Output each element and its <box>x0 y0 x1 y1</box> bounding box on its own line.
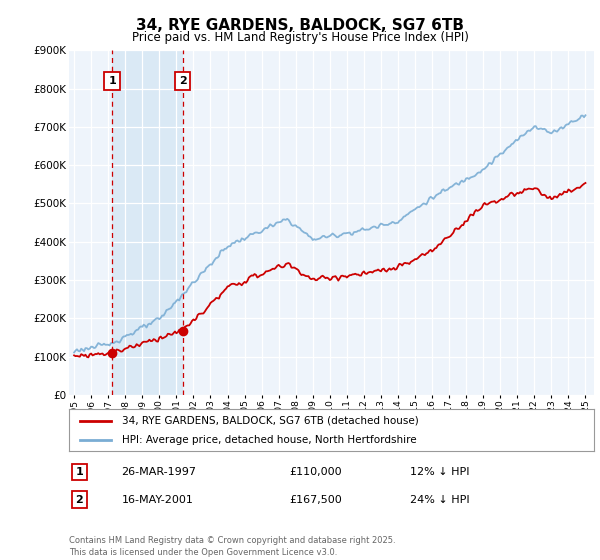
Text: Price paid vs. HM Land Registry's House Price Index (HPI): Price paid vs. HM Land Registry's House … <box>131 31 469 44</box>
Text: 24% ↓ HPI: 24% ↓ HPI <box>410 494 470 505</box>
Text: Contains HM Land Registry data © Crown copyright and database right 2025.
This d: Contains HM Land Registry data © Crown c… <box>69 536 395 557</box>
Text: 34, RYE GARDENS, BALDOCK, SG7 6TB: 34, RYE GARDENS, BALDOCK, SG7 6TB <box>136 18 464 32</box>
Text: 2: 2 <box>76 494 83 505</box>
Text: 26-MAR-1997: 26-MAR-1997 <box>121 467 197 477</box>
Text: 1: 1 <box>108 76 116 86</box>
Text: 2: 2 <box>179 76 187 86</box>
Bar <box>112 50 182 395</box>
Text: 1: 1 <box>76 467 83 477</box>
Text: 34, RYE GARDENS, BALDOCK, SG7 6TB (detached house): 34, RYE GARDENS, BALDOCK, SG7 6TB (detac… <box>121 416 418 426</box>
Text: £110,000: £110,000 <box>290 467 342 477</box>
Text: 12% ↓ HPI: 12% ↓ HPI <box>410 467 470 477</box>
Text: 16-MAY-2001: 16-MAY-2001 <box>121 494 193 505</box>
Text: HPI: Average price, detached house, North Hertfordshire: HPI: Average price, detached house, Nort… <box>121 435 416 445</box>
Text: £167,500: £167,500 <box>290 494 342 505</box>
